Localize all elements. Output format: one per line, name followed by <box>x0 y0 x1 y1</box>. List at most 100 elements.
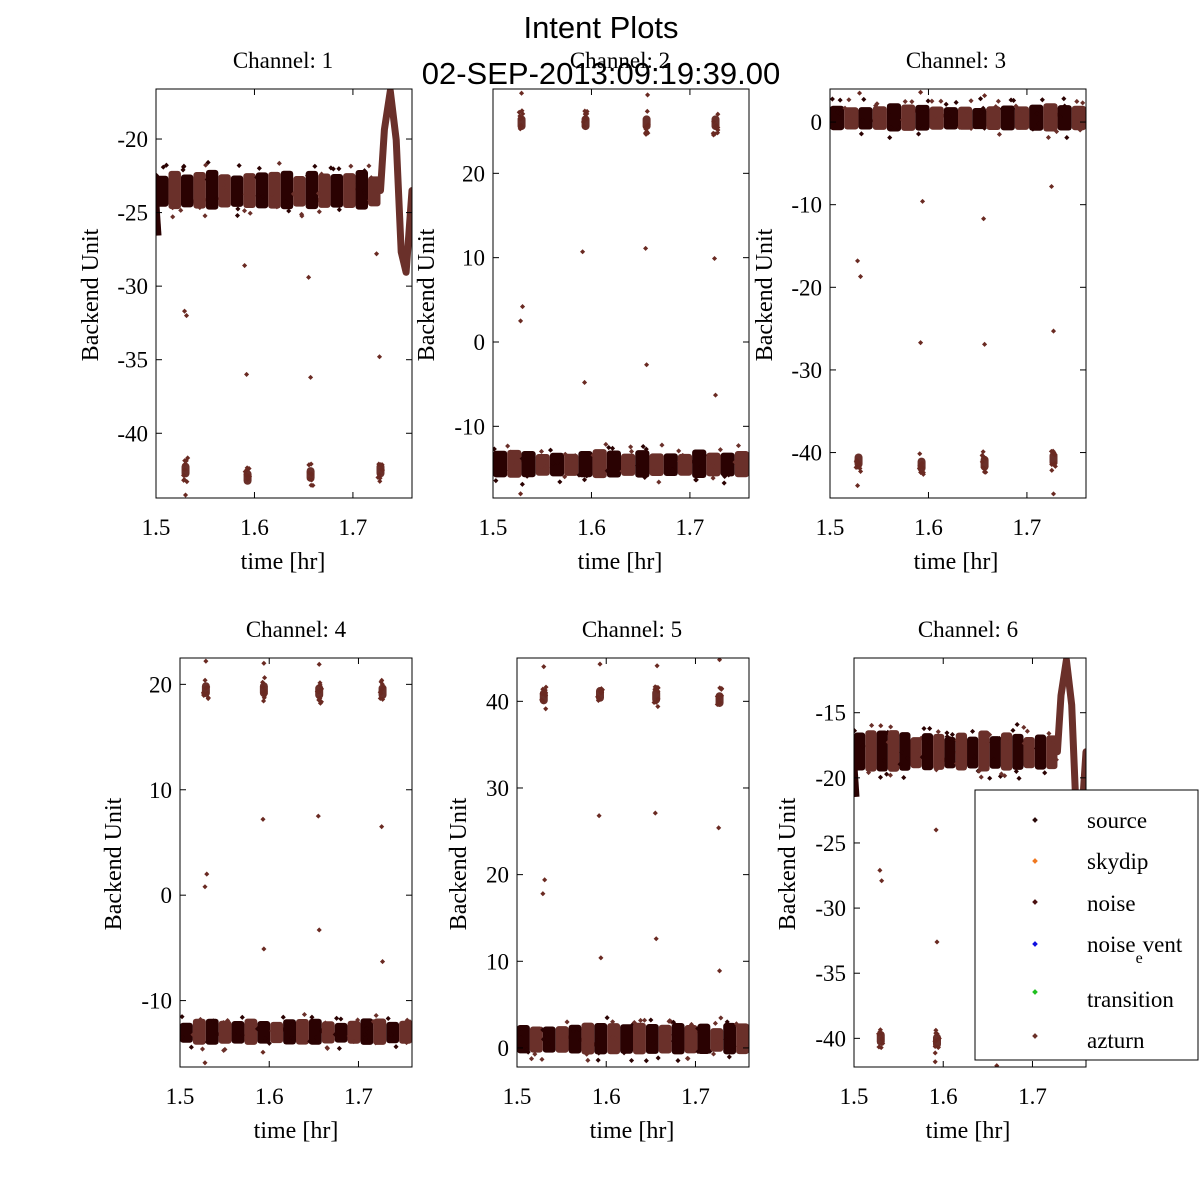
data-point <box>642 1017 648 1023</box>
cluster-point <box>377 462 383 468</box>
legend: source skydip noise noiseevent transitio… <box>974 789 1199 1061</box>
data-point <box>634 463 641 469</box>
data-band-segment <box>684 1024 698 1054</box>
data-point <box>254 1026 261 1032</box>
data-band-segment <box>230 175 244 207</box>
data-point <box>1004 735 1011 741</box>
y-tick-label: -40 <box>815 1026 846 1051</box>
x-tick-label: 1.7 <box>1018 1084 1047 1109</box>
y-tick-label: -25 <box>117 201 148 226</box>
plot-data-layer <box>830 89 1086 497</box>
data-band-segment <box>830 105 845 131</box>
data-band-segment <box>330 173 344 208</box>
data-point <box>576 472 582 478</box>
cluster-point <box>309 472 315 478</box>
outlier-point <box>260 816 266 822</box>
legend-box <box>974 789 1199 1061</box>
legend-marker-source <box>1032 817 1038 823</box>
channel-3-ylabel: Backend Unit <box>752 228 778 361</box>
data-band-segment <box>243 173 256 209</box>
y-tick-label: -20 <box>117 127 148 152</box>
legend-label-transition: transition <box>1087 987 1174 1012</box>
data-band-segment <box>529 1026 543 1053</box>
data-point <box>935 746 941 752</box>
data-point <box>199 1046 206 1052</box>
data-point <box>585 1057 591 1063</box>
data-point <box>733 1021 739 1027</box>
data-point <box>642 474 648 480</box>
x-tick-label: 1.7 <box>676 515 705 540</box>
outlier-point <box>183 313 190 319</box>
data-point <box>675 1058 681 1064</box>
cluster-point <box>718 686 724 692</box>
data-point <box>867 763 873 769</box>
data-point <box>927 740 933 746</box>
outlier-point <box>877 867 883 873</box>
data-point <box>348 163 354 169</box>
data-point <box>735 443 742 449</box>
cluster-point <box>381 684 387 690</box>
data-band-segment <box>334 1022 348 1043</box>
data-band-segment <box>606 450 621 478</box>
data-point <box>1035 121 1041 127</box>
data-band-segment <box>180 174 194 208</box>
y-tick-label: -35 <box>117 348 148 373</box>
cluster-point <box>652 684 658 690</box>
data-point <box>298 1021 304 1027</box>
data-point <box>247 210 253 216</box>
data-point <box>316 209 322 215</box>
cluster-point <box>1052 463 1058 469</box>
peak-dip-feature <box>377 89 412 276</box>
data-band-segment <box>915 104 930 131</box>
y-tick-label: 0 <box>474 330 486 355</box>
data-point <box>1037 737 1043 743</box>
data-point <box>732 459 738 465</box>
data-point <box>971 754 977 760</box>
data-point <box>160 164 166 170</box>
y-tick-label: 0 <box>811 110 823 135</box>
data-point <box>610 1019 616 1025</box>
data-point <box>204 176 210 183</box>
data-band-segment <box>355 170 369 210</box>
data-point <box>572 1025 578 1031</box>
data-point <box>169 171 175 177</box>
channel-6-xlabel: time [hr] <box>926 1118 1011 1144</box>
cluster-point <box>1049 467 1055 473</box>
data-point <box>562 451 568 457</box>
data-point <box>736 457 742 463</box>
outlier-point <box>717 968 723 974</box>
data-band-segment <box>156 175 169 207</box>
data-band-segment <box>899 732 911 771</box>
cluster-point <box>181 472 187 478</box>
channel-4-plot-area: 1.5 1.6 1.7 20 10 0 -10 <box>141 657 413 1109</box>
data-band-segment <box>581 1022 595 1055</box>
legend-label-noise-event-sub: e <box>1136 950 1143 967</box>
data-point <box>236 162 242 169</box>
data-point <box>502 467 508 474</box>
data-point <box>280 1014 286 1020</box>
data-band-segment <box>955 732 968 771</box>
data-point <box>1077 127 1083 133</box>
data-band-segment <box>493 450 508 478</box>
legend-label-azturn: azturn <box>1087 1028 1145 1053</box>
data-point <box>606 444 612 451</box>
data-band-segment <box>568 1024 582 1054</box>
data-point <box>522 453 528 459</box>
cluster-point <box>933 1027 939 1033</box>
data-point <box>205 159 211 165</box>
data-point <box>505 443 511 449</box>
data-point <box>269 192 275 198</box>
data-point <box>351 186 357 192</box>
data-band-segment <box>231 1020 245 1044</box>
x-tick-label: 1.6 <box>914 515 943 540</box>
data-point <box>363 1036 369 1042</box>
data-point <box>954 749 961 755</box>
data-point <box>629 448 635 455</box>
y-tick-label: -20 <box>815 766 846 791</box>
data-point <box>1054 129 1060 135</box>
data-point <box>202 213 208 219</box>
data-point <box>1021 724 1027 730</box>
cluster-point <box>182 466 188 473</box>
legend-label-noise: noise <box>1087 891 1136 916</box>
data-band-segment <box>1043 103 1058 132</box>
